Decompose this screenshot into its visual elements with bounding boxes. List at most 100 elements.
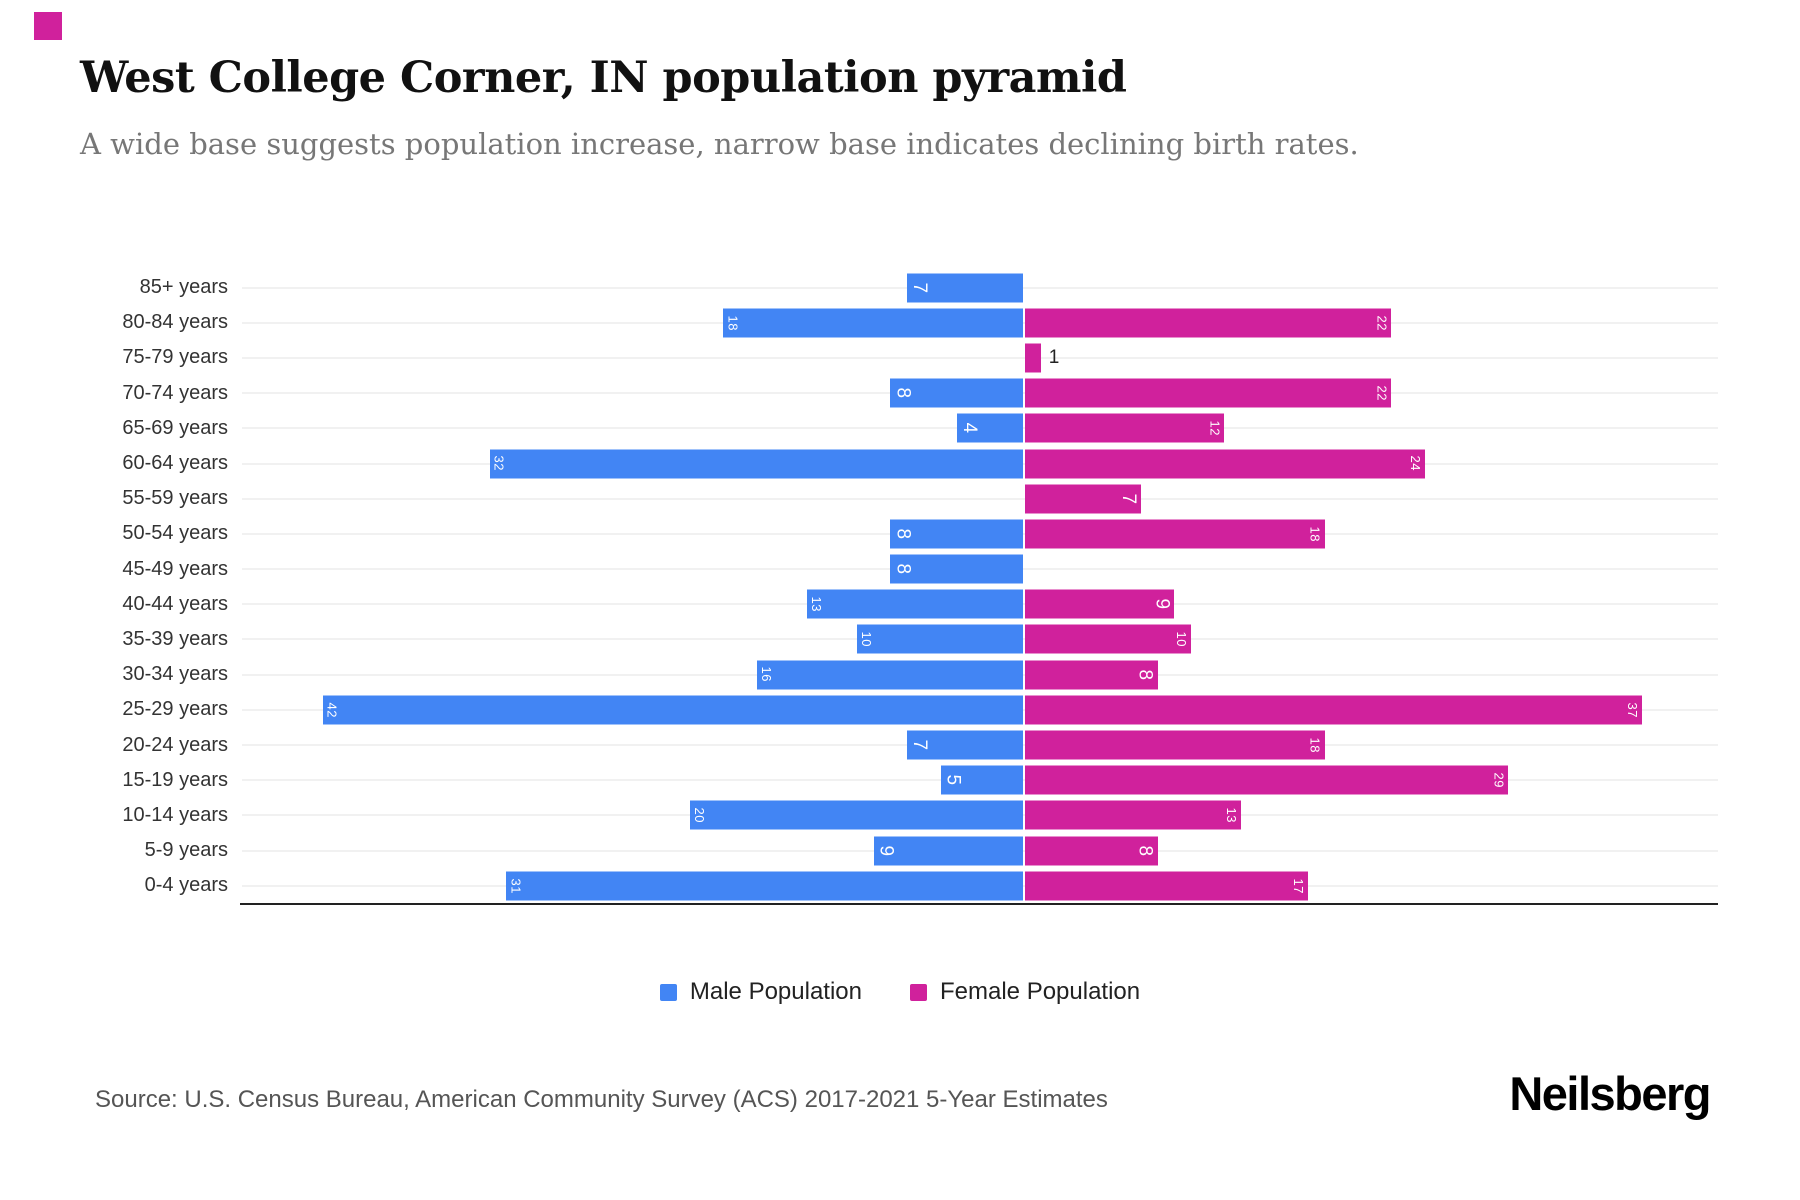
- male-bar[interactable]: 5: [940, 765, 1023, 795]
- legend-swatch-male: [659, 983, 677, 1001]
- male-bar[interactable]: 20: [690, 800, 1023, 830]
- female-bar-value-outside: 1: [1048, 346, 1060, 368]
- male-bar-value: 13: [808, 596, 824, 613]
- female-bar-value: 13: [1224, 807, 1240, 824]
- pyramid-row: 55-59 years 7: [0, 481, 1800, 516]
- legend-item-male[interactable]: Male Population: [659, 978, 862, 1006]
- male-bar-value: 8: [892, 387, 914, 399]
- row-plot-area: 32 24: [242, 446, 1718, 481]
- male-bar[interactable]: 8: [890, 554, 1023, 584]
- male-bar-value: 18: [725, 315, 741, 331]
- male-bar[interactable]: 31: [506, 871, 1023, 901]
- age-group-label: 55-59 years: [122, 487, 228, 510]
- female-bar-value: 24: [1407, 455, 1423, 472]
- female-bar[interactable]: 8: [1025, 836, 1158, 866]
- row-plot-area: 7: [242, 481, 1718, 516]
- male-bar[interactable]: 10: [857, 624, 1023, 654]
- pyramid-row: 15-19 years 5 29: [0, 763, 1800, 798]
- pyramid-row: 70-74 years 8 22: [0, 376, 1800, 411]
- pyramid-row: 75-79 years 1: [0, 340, 1800, 375]
- male-bar[interactable]: 9: [873, 836, 1023, 866]
- age-group-label: 5-9 years: [144, 839, 228, 862]
- male-bar[interactable]: 7: [907, 273, 1023, 303]
- male-bar-value: 8: [892, 563, 914, 575]
- age-group-label: 0-4 years: [144, 874, 228, 897]
- pyramid-row: 85+ years 7: [0, 270, 1800, 305]
- chart-subtitle: A wide base suggests population increase…: [80, 126, 1359, 161]
- population-pyramid-chart: 85+ years 7 80-84 years 18 22 75-79 years 1 70-…: [0, 270, 1800, 910]
- gridline: [242, 356, 1718, 359]
- source-attribution: Source: U.S. Census Bureau, American Com…: [95, 1086, 1108, 1113]
- age-group-label: 25-29 years: [122, 698, 228, 721]
- female-bar[interactable]: 22: [1025, 378, 1392, 408]
- chart-title: West College Corner, IN population pyram…: [80, 53, 1127, 103]
- male-bar[interactable]: 16: [756, 660, 1023, 690]
- male-bar[interactable]: 42: [322, 695, 1023, 725]
- age-group-label: 50-54 years: [122, 522, 228, 545]
- female-bar[interactable]: 37: [1025, 695, 1642, 725]
- female-bar[interactable]: 29: [1025, 765, 1509, 795]
- row-plot-area: 8 18: [242, 516, 1718, 551]
- female-bar-value: 22: [1374, 315, 1390, 331]
- male-bar[interactable]: 32: [489, 449, 1023, 479]
- female-bar[interactable]: 13: [1025, 800, 1242, 830]
- male-bar[interactable]: 8: [890, 519, 1023, 549]
- female-bar[interactable]: 24: [1025, 449, 1425, 479]
- pyramid-row: 25-29 years 42 37: [0, 692, 1800, 727]
- age-group-label: 10-14 years: [122, 803, 228, 826]
- age-group-label: 45-49 years: [122, 557, 228, 580]
- legend-label: Female Population: [940, 978, 1141, 1005]
- age-group-label: 85+ years: [139, 276, 228, 299]
- female-bar-value: 18: [1307, 737, 1323, 753]
- pyramid-row: 50-54 years 8 18: [0, 516, 1800, 551]
- female-bar-value: 8: [1134, 845, 1156, 857]
- row-plot-area: 5 29: [242, 763, 1718, 798]
- male-bar[interactable]: 4: [957, 413, 1023, 443]
- male-bar-value: 4: [959, 422, 981, 434]
- chart-legend: Male Population Female Population: [0, 978, 1800, 1006]
- female-bar[interactable]: 22: [1025, 308, 1392, 338]
- pyramid-row: 30-34 years 16 8: [0, 657, 1800, 692]
- female-bar[interactable]: 17: [1025, 871, 1308, 901]
- male-bar-value: 42: [324, 702, 340, 718]
- age-group-label: 30-34 years: [122, 663, 228, 686]
- male-bar-value: 16: [758, 666, 774, 683]
- male-bar[interactable]: 8: [890, 378, 1023, 408]
- legend-swatch-female: [910, 983, 927, 1001]
- pyramid-row: 60-64 years 32 24: [0, 446, 1800, 481]
- female-bar[interactable]: 10: [1025, 624, 1191, 654]
- female-bar[interactable]: 7: [1025, 484, 1141, 514]
- row-plot-area: 18 22: [242, 305, 1718, 340]
- female-bar[interactable]: 18: [1025, 519, 1325, 549]
- row-plot-area: 20 13: [242, 798, 1718, 833]
- female-bar-value: 22: [1374, 385, 1390, 401]
- female-bar[interactable]: 18: [1025, 730, 1325, 760]
- row-plot-area: 16 8: [242, 657, 1718, 692]
- female-bar-value: 10: [1174, 631, 1189, 648]
- pyramid-row: 5-9 years 9 8: [0, 833, 1800, 868]
- male-bar-value: 10: [859, 631, 874, 648]
- female-bar-value: 18: [1307, 526, 1323, 542]
- row-plot-area: 8: [242, 552, 1718, 587]
- neilsberg-logo: Neilsberg: [1509, 1067, 1711, 1120]
- female-bar-value: 8: [1134, 669, 1156, 681]
- female-bar[interactable]: 12: [1025, 413, 1225, 443]
- age-group-label: 65-69 years: [122, 416, 228, 439]
- row-plot-area: 42 37: [242, 692, 1718, 727]
- pyramid-row: 0-4 years 31 17: [0, 868, 1800, 903]
- female-bar[interactable]: 8: [1025, 660, 1158, 690]
- male-bar[interactable]: 18: [723, 308, 1023, 338]
- pyramid-row: 10-14 years 20 13: [0, 798, 1800, 833]
- legend-item-female[interactable]: Female Population: [910, 978, 1140, 1006]
- female-bar-value: 9: [1151, 598, 1173, 610]
- age-group-label: 15-19 years: [122, 768, 228, 791]
- male-bar-value: 5: [942, 774, 964, 786]
- female-bar[interactable]: [1025, 343, 1041, 373]
- x-axis-baseline: [240, 903, 1718, 905]
- male-bar[interactable]: 7: [907, 730, 1023, 760]
- female-bar-value: 29: [1491, 772, 1507, 788]
- age-group-label: 35-39 years: [122, 627, 228, 650]
- age-group-label: 70-74 years: [122, 381, 228, 404]
- female-bar[interactable]: 9: [1025, 589, 1175, 619]
- male-bar[interactable]: 13: [806, 589, 1023, 619]
